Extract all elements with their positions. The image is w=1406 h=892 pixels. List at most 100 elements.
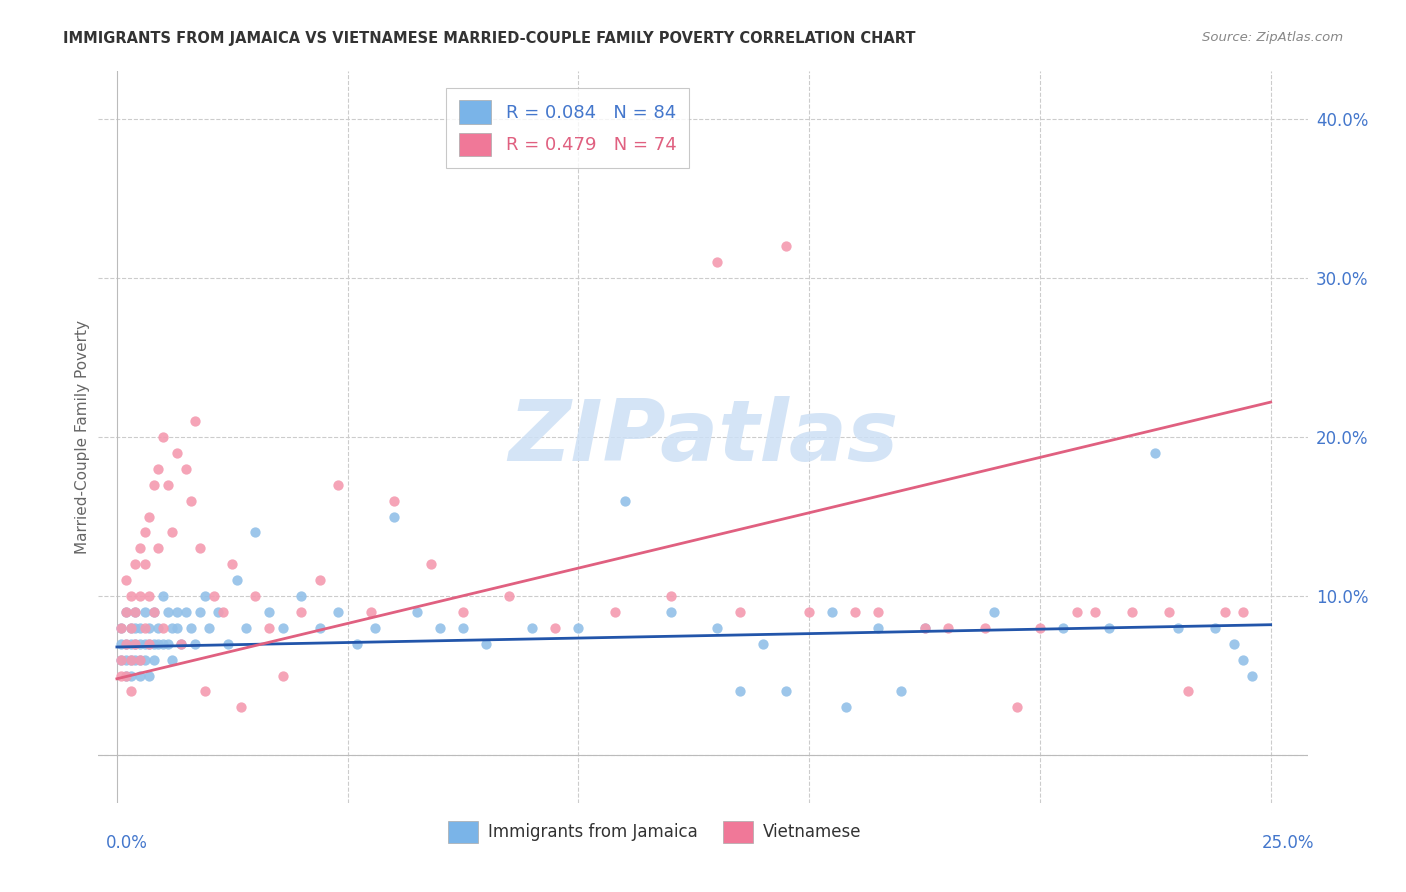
Point <box>1084 605 1107 619</box>
Point <box>245 589 267 603</box>
Point <box>115 637 138 651</box>
Point <box>120 637 142 651</box>
Point <box>129 668 152 682</box>
Point <box>156 477 179 491</box>
Point <box>166 446 188 460</box>
Point <box>142 653 165 667</box>
Text: 0.0%: 0.0% <box>105 834 148 852</box>
Point <box>166 605 188 619</box>
Point <box>1098 621 1121 635</box>
Point <box>1144 446 1167 460</box>
Point <box>914 621 936 635</box>
Point <box>138 668 160 682</box>
Point <box>1121 605 1143 619</box>
Point <box>1213 605 1236 619</box>
Point <box>129 653 152 667</box>
Point <box>120 668 142 682</box>
Point <box>129 541 152 556</box>
Text: ZIPatlas: ZIPatlas <box>508 395 898 479</box>
Point <box>120 684 142 698</box>
Point <box>134 525 156 540</box>
Point <box>142 605 165 619</box>
Point <box>775 684 797 698</box>
Point <box>188 541 211 556</box>
Point <box>162 621 184 635</box>
Point <box>115 637 138 651</box>
Point <box>138 509 160 524</box>
Point <box>429 621 451 635</box>
Point <box>1222 637 1244 651</box>
Point <box>271 621 294 635</box>
Point <box>148 541 170 556</box>
Point <box>115 668 138 682</box>
Point <box>152 637 174 651</box>
Point <box>120 653 142 667</box>
Point <box>309 573 332 587</box>
Point <box>231 700 253 714</box>
Point <box>659 605 682 619</box>
Point <box>110 653 132 667</box>
Point <box>605 605 627 619</box>
Point <box>728 605 751 619</box>
Point <box>138 589 160 603</box>
Point <box>221 558 243 572</box>
Point <box>124 621 146 635</box>
Point <box>120 653 142 667</box>
Point <box>451 605 474 619</box>
Point <box>129 637 152 651</box>
Point <box>844 605 866 619</box>
Point <box>148 621 170 635</box>
Point <box>914 621 936 635</box>
Point <box>142 605 165 619</box>
Point <box>115 605 138 619</box>
Point <box>1066 605 1088 619</box>
Point <box>110 637 132 651</box>
Point <box>1005 700 1028 714</box>
Point <box>115 605 138 619</box>
Point <box>202 589 225 603</box>
Point <box>184 414 207 428</box>
Point <box>110 621 132 635</box>
Point <box>309 621 332 635</box>
Point <box>207 605 229 619</box>
Point <box>328 605 350 619</box>
Point <box>890 684 912 698</box>
Point <box>419 558 441 572</box>
Point <box>235 621 257 635</box>
Point <box>821 605 844 619</box>
Point <box>1177 684 1199 698</box>
Point <box>544 621 567 635</box>
Point <box>152 589 174 603</box>
Point <box>498 589 520 603</box>
Point <box>142 637 165 651</box>
Point <box>115 573 138 587</box>
Point <box>134 558 156 572</box>
Point <box>124 605 146 619</box>
Point <box>156 605 179 619</box>
Point <box>405 605 427 619</box>
Point <box>193 684 215 698</box>
Text: Source: ZipAtlas.com: Source: ZipAtlas.com <box>1202 31 1343 45</box>
Point <box>290 605 312 619</box>
Point <box>983 605 1005 619</box>
Point <box>148 462 170 476</box>
Point <box>364 621 387 635</box>
Point <box>1159 605 1181 619</box>
Legend: Immigrants from Jamaica, Vietnamese: Immigrants from Jamaica, Vietnamese <box>441 814 868 849</box>
Point <box>868 605 890 619</box>
Point <box>138 637 160 651</box>
Point <box>124 653 146 667</box>
Point <box>129 653 152 667</box>
Point <box>174 605 197 619</box>
Point <box>973 621 995 635</box>
Point <box>659 589 682 603</box>
Point <box>797 605 820 619</box>
Point <box>257 605 280 619</box>
Point <box>271 668 294 682</box>
Point <box>706 255 728 269</box>
Point <box>752 637 775 651</box>
Point <box>360 605 382 619</box>
Point <box>110 621 132 635</box>
Point <box>868 621 890 635</box>
Point <box>138 637 160 651</box>
